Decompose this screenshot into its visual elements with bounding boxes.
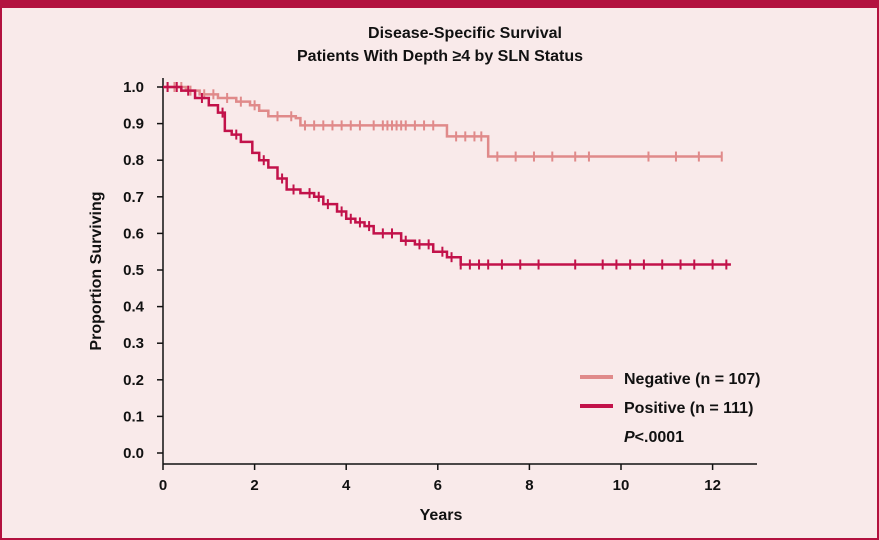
y-tick-label: 0.5 — [123, 262, 144, 279]
x-tick-label: 10 — [613, 477, 630, 494]
chart-title-line2: Patients With Depth ≥4 by SLN Status — [297, 48, 583, 65]
y-tick-label: 0.6 — [123, 225, 144, 242]
y-tick-label: 0.1 — [123, 408, 144, 425]
series-lines — [163, 82, 731, 270]
y-axis-label: Proportion Surviving — [88, 191, 105, 350]
y-tick-label: 0.0 — [123, 445, 144, 462]
tick-labels: 0 2 4 6 8 10 12 0.0 0.1 0.2 0.3 0.4 0.5 0.6 0.7 0.8 0.9 1… — [123, 79, 721, 494]
p-value-annotation: P<.0001 — [624, 429, 684, 446]
x-tick-label: 4 — [342, 477, 351, 494]
legend: Negative (n = 107) Positive (n = 111) P<… — [580, 371, 761, 446]
x-tick-label: 0 — [159, 477, 167, 494]
series-line-positive — [163, 85, 731, 266]
x-axis-label: Years — [420, 507, 463, 524]
p-value-symbol: P — [624, 429, 635, 446]
y-tick-label: 1.0 — [123, 79, 144, 96]
x-tick-label: 12 — [704, 477, 721, 494]
y-tick-label: 0.4 — [123, 299, 145, 316]
y-tick-label: 0.3 — [123, 335, 144, 352]
legend-label-negative: Negative (n = 107) — [624, 371, 761, 388]
series-line-negative — [163, 85, 722, 158]
p-value-number: <.0001 — [635, 429, 684, 446]
x-tick-label: 8 — [525, 477, 533, 494]
y-tick-label: 0.7 — [123, 189, 144, 206]
x-tick-label: 6 — [434, 477, 442, 494]
y-tick-label: 0.8 — [123, 152, 144, 169]
y-tick-label: 0.9 — [123, 116, 144, 133]
chart-title-line1: Disease-Specific Survival — [368, 25, 562, 42]
legend-label-positive: Positive (n = 111) — [624, 400, 753, 417]
y-tick-label: 0.2 — [123, 372, 144, 389]
x-tick-label: 2 — [250, 477, 258, 494]
axes — [162, 78, 757, 465]
